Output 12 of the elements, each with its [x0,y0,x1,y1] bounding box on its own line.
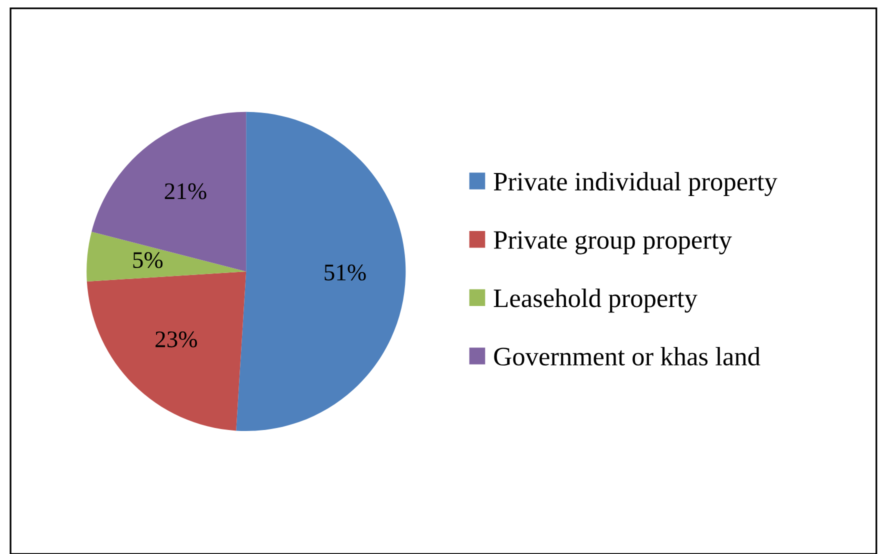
data-label: 51% [324,264,366,281]
pie-slice [86,232,246,282]
pie-slice [86,271,246,431]
legend-label: Government or khas land [494,346,760,366]
data-label: 23% [156,331,198,348]
data-label: 5% [133,252,163,268]
legend-label: Private individual property [494,172,778,196]
legend-label: Leasehold property [494,288,698,313]
legend-label: Private group property [494,231,732,254]
data-label: 21% [164,183,206,200]
pie-slice [92,112,246,272]
pie-slice [236,112,406,432]
